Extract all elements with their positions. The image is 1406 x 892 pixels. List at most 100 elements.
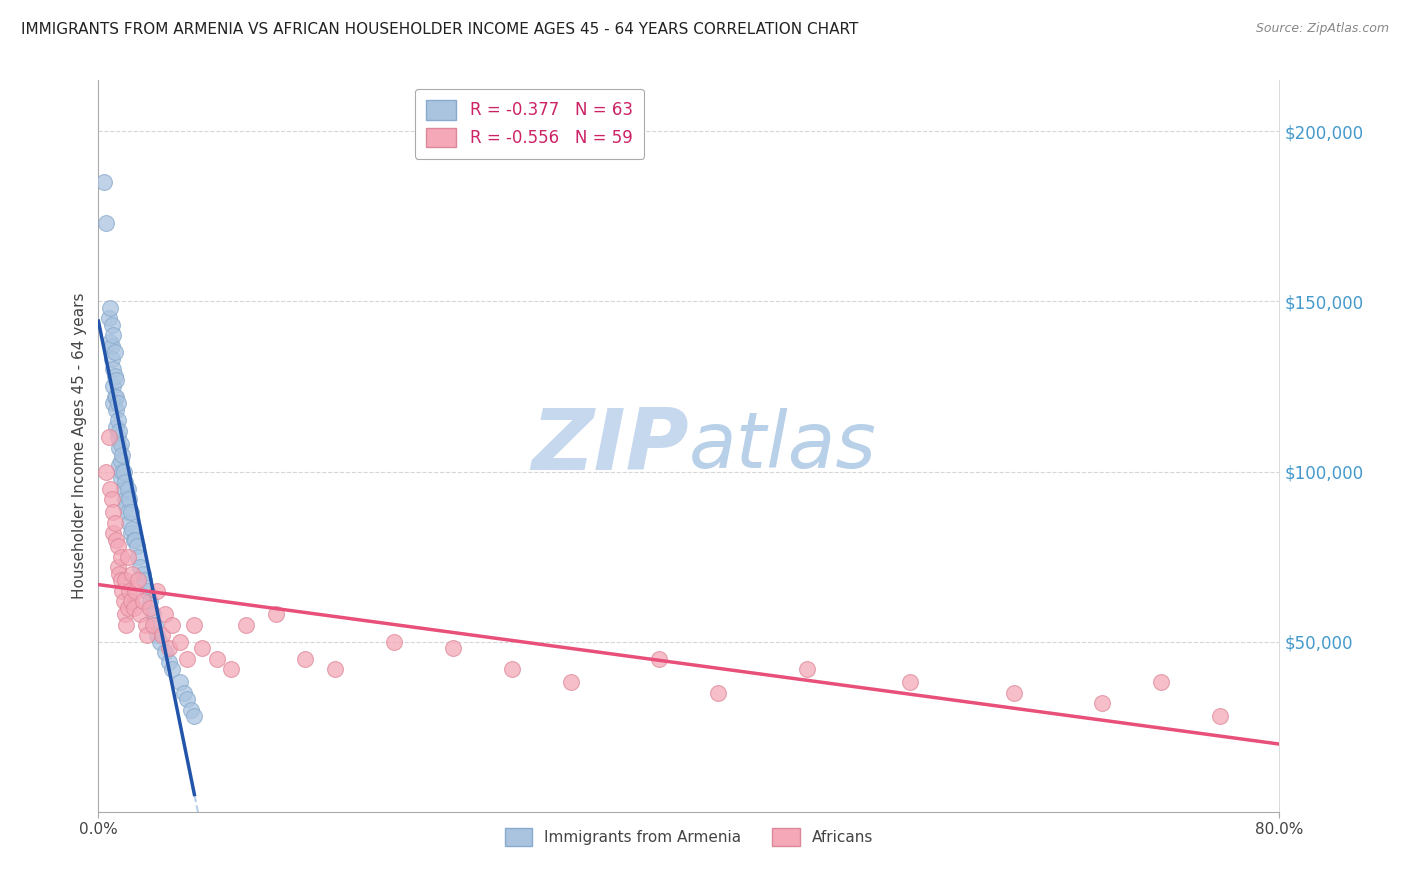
Point (105, 403, 128, 417)
Text: ZIP: ZIP (531, 404, 689, 488)
Point (115, 617, 138, 632)
Point (1209, 709, 1232, 723)
Point (107, 413, 129, 427)
Point (221, 662, 243, 676)
Point (98, 335, 121, 350)
Point (111, 448, 134, 462)
Point (97, 311, 120, 326)
Point (146, 628, 169, 642)
Point (108, 424, 131, 438)
Point (136, 583, 159, 598)
Point (796, 662, 818, 676)
Point (264, 607, 287, 622)
Point (169, 634, 191, 648)
Point (118, 583, 141, 598)
Point (135, 617, 157, 632)
Point (128, 607, 150, 622)
Point (107, 559, 129, 574)
Point (98, 482, 121, 496)
Point (114, 607, 136, 622)
Point (103, 379, 125, 393)
Point (146, 583, 169, 598)
Point (115, 499, 138, 513)
Text: IMMIGRANTS FROM ARMENIA VS AFRICAN HOUSEHOLDER INCOME AGES 45 - 64 YEARS CORRELA: IMMIGRANTS FROM ARMENIA VS AFRICAN HOUSE… (21, 22, 859, 37)
Point (117, 505, 139, 519)
Point (124, 533, 146, 547)
Point (111, 583, 134, 598)
Point (104, 516, 127, 530)
Point (103, 328, 125, 343)
Point (1091, 696, 1114, 710)
Point (117, 549, 139, 564)
Point (103, 362, 125, 376)
Point (132, 566, 155, 581)
Point (707, 686, 730, 700)
Point (112, 594, 135, 608)
Point (176, 651, 198, 665)
Point (110, 454, 132, 468)
Point (108, 566, 131, 581)
Point (153, 607, 176, 622)
Point (108, 441, 131, 455)
Point (112, 465, 135, 479)
Point (191, 641, 214, 656)
Point (117, 600, 139, 615)
Point (162, 617, 183, 632)
Point (142, 607, 165, 622)
Text: atlas: atlas (689, 408, 877, 484)
Point (107, 396, 129, 410)
Point (104, 369, 127, 384)
Point (648, 651, 671, 665)
Point (127, 574, 149, 588)
Point (117, 482, 139, 496)
Point (105, 373, 128, 387)
Point (103, 396, 125, 410)
Point (153, 645, 176, 659)
Point (103, 505, 125, 519)
Point (114, 491, 136, 506)
Point (100, 318, 122, 333)
Point (114, 475, 136, 489)
Point (111, 465, 134, 479)
Point (149, 634, 172, 648)
Point (125, 540, 148, 554)
Point (94, 465, 117, 479)
Point (124, 583, 146, 598)
Point (108, 458, 131, 472)
Point (103, 525, 125, 540)
Point (100, 352, 122, 367)
Point (180, 703, 202, 717)
Point (323, 662, 346, 676)
Point (105, 390, 128, 404)
Text: Source: ZipAtlas.com: Source: ZipAtlas.com (1256, 22, 1389, 36)
Point (122, 600, 145, 615)
Point (118, 491, 141, 506)
Point (157, 641, 180, 656)
Point (900, 675, 922, 690)
Point (176, 692, 198, 706)
Point (105, 420, 128, 434)
Point (132, 594, 155, 608)
Point (183, 709, 205, 723)
Point (127, 549, 149, 564)
Point (104, 390, 127, 404)
Point (136, 628, 159, 642)
Point (157, 655, 180, 669)
Point (139, 600, 162, 615)
Point (100, 338, 122, 352)
Point (235, 617, 257, 632)
Point (120, 525, 142, 540)
Y-axis label: Householder Income Ages 45 - 64 years: Householder Income Ages 45 - 64 years (72, 293, 87, 599)
Point (100, 491, 122, 506)
Point (107, 430, 129, 444)
Point (139, 594, 162, 608)
Point (121, 566, 143, 581)
Point (120, 505, 142, 519)
Point (120, 594, 142, 608)
Point (173, 686, 195, 700)
Point (441, 641, 464, 656)
Point (1150, 675, 1173, 690)
Point (122, 533, 145, 547)
Point (128, 559, 150, 574)
Point (114, 574, 136, 588)
